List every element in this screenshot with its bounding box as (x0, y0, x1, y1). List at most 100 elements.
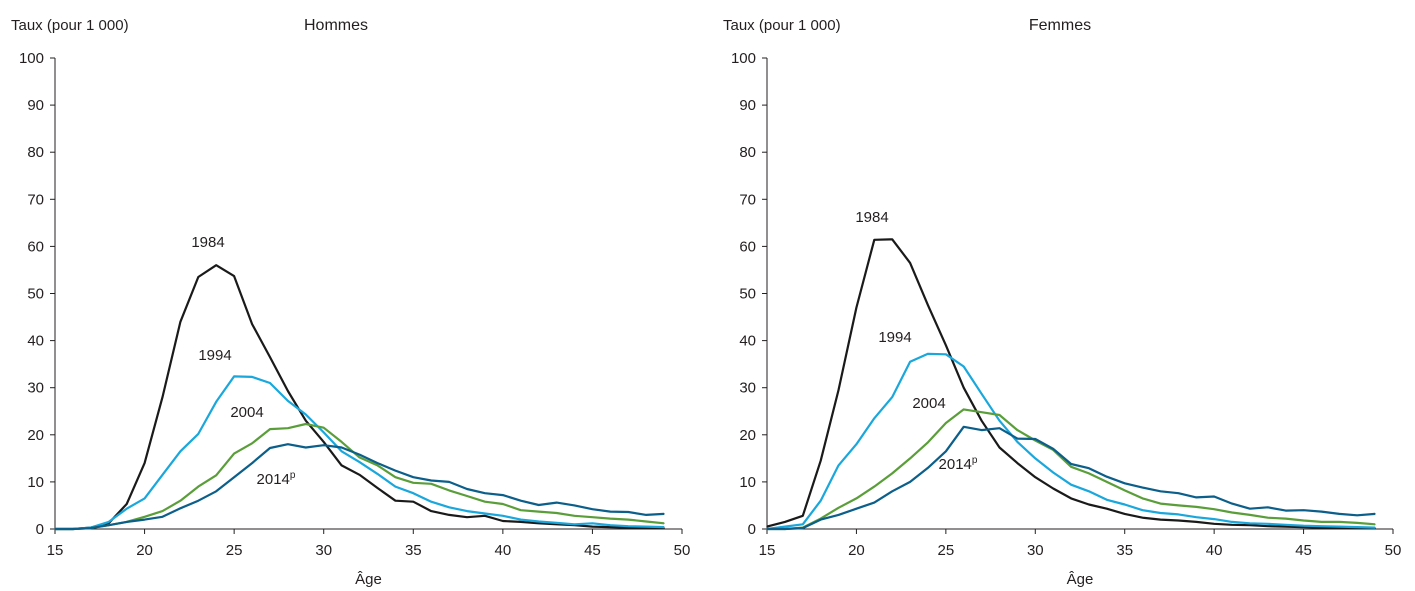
series-label-text: 2004 (912, 395, 945, 412)
data-point-1994 (1249, 522, 1251, 524)
x-tick-label: 50 (1385, 542, 1402, 559)
data-point-2014p (179, 507, 181, 509)
data-point-1984 (161, 396, 164, 398)
data-point-2014p (873, 502, 875, 504)
data-point-2004 (645, 520, 647, 523)
data-point-2014p (126, 521, 128, 523)
data-point-2004 (233, 453, 235, 455)
data-point-2014p (1088, 467, 1090, 469)
data-point-2014p (963, 426, 965, 428)
data-point-2004 (394, 476, 396, 478)
series-label-1994: 1994 (878, 329, 911, 346)
data-point-1994 (233, 375, 235, 377)
y-tick-label: 40 (739, 333, 756, 350)
data-point-1994 (645, 526, 647, 528)
x-tick-label: 30 (315, 542, 332, 559)
data-point-1984 (269, 356, 271, 358)
data-point-1984 (412, 501, 414, 503)
data-point-1994 (1213, 518, 1215, 520)
data-point-2004 (376, 464, 379, 466)
data-point-1994 (520, 519, 522, 521)
data-point-2004 (520, 509, 522, 511)
data-point-2014p (1303, 509, 1305, 511)
data-point-1984 (927, 304, 929, 306)
y-tick-label: 0 (36, 521, 44, 538)
panel-title: Femmes (1029, 17, 1091, 34)
data-point-1994 (855, 443, 858, 445)
data-point-1984 (287, 390, 289, 392)
data-point-2014p (609, 511, 611, 513)
data-point-1984 (1285, 526, 1287, 528)
data-point-2014p (197, 500, 199, 502)
data-point-2004 (358, 456, 361, 458)
data-point-1984 (1249, 524, 1251, 526)
x-tick-label: 20 (848, 542, 865, 559)
data-point-1994 (179, 450, 181, 452)
data-point-2014p (784, 528, 786, 530)
series-label-superscript: p (972, 455, 978, 466)
data-point-2014p (90, 527, 92, 529)
data-point-2014p (1106, 476, 1108, 478)
data-point-2004 (556, 512, 558, 514)
data-point-1984 (1106, 508, 1108, 510)
data-point-1984 (1070, 497, 1072, 499)
x-tick-label: 45 (584, 542, 601, 559)
data-point-2014p (1374, 513, 1376, 515)
y-axis-title: Taux (pour 1 000) (11, 17, 129, 34)
x-axis-title: Âge (355, 571, 382, 588)
data-point-1994 (1052, 471, 1054, 474)
x-tick-label: 25 (226, 542, 243, 559)
data-point-2014p (627, 511, 629, 513)
data-point-1994 (591, 522, 594, 524)
data-point-2004 (1249, 514, 1251, 516)
data-point-2004 (484, 501, 486, 503)
data-point-2014p (1285, 510, 1287, 512)
data-point-1984 (1231, 524, 1233, 526)
y-tick-label: 80 (739, 144, 756, 161)
data-point-2004 (1320, 521, 1323, 523)
data-point-1994 (1142, 509, 1144, 511)
data-point-2004 (305, 423, 307, 425)
data-point-1994 (1159, 512, 1162, 514)
data-point-1994 (215, 401, 217, 403)
data-point-1984 (126, 503, 128, 505)
data-point-2014p (820, 519, 822, 521)
data-point-2014p (1124, 482, 1126, 484)
data-point-2014p (1356, 514, 1358, 516)
data-point-1984 (305, 420, 307, 422)
data-point-1994 (981, 393, 983, 395)
data-point-1994 (108, 521, 110, 523)
y-tick-label: 10 (739, 474, 756, 491)
y-tick-label: 30 (27, 380, 44, 397)
data-point-2004 (215, 474, 217, 476)
data-point-2014p (1034, 438, 1036, 440)
x-tick-label: 35 (1116, 542, 1133, 559)
data-point-1984 (1177, 519, 1179, 522)
x-tick-label: 40 (1206, 542, 1223, 559)
data-point-1994 (891, 396, 893, 398)
series-label-2014p: 2014p (257, 470, 296, 488)
data-point-1994 (412, 492, 414, 494)
data-point-1984 (820, 460, 822, 462)
data-point-2014p (305, 446, 307, 449)
x-tick-label: 40 (495, 542, 512, 559)
series-label-text: 1994 (198, 347, 231, 364)
data-point-1984 (802, 515, 804, 517)
data-point-2014p (233, 476, 235, 478)
series-label-2014p: 2014p (939, 455, 978, 473)
data-point-2004 (1356, 522, 1358, 524)
data-point-1984 (1195, 521, 1197, 523)
data-point-1984 (981, 420, 983, 422)
data-point-1994 (627, 525, 629, 527)
data-point-1994 (197, 433, 199, 435)
y-tick-label: 0 (748, 521, 756, 538)
data-point-1994 (1016, 441, 1019, 443)
x-axis-title: Âge (1067, 571, 1094, 588)
data-point-1984 (1159, 519, 1162, 521)
x-tick-label: 50 (674, 542, 691, 559)
data-point-2014p (538, 504, 540, 506)
data-point-2004 (502, 503, 504, 505)
data-point-1984 (358, 474, 361, 476)
data-point-2014p (1195, 496, 1197, 498)
series-label-1984: 1984 (855, 209, 888, 226)
